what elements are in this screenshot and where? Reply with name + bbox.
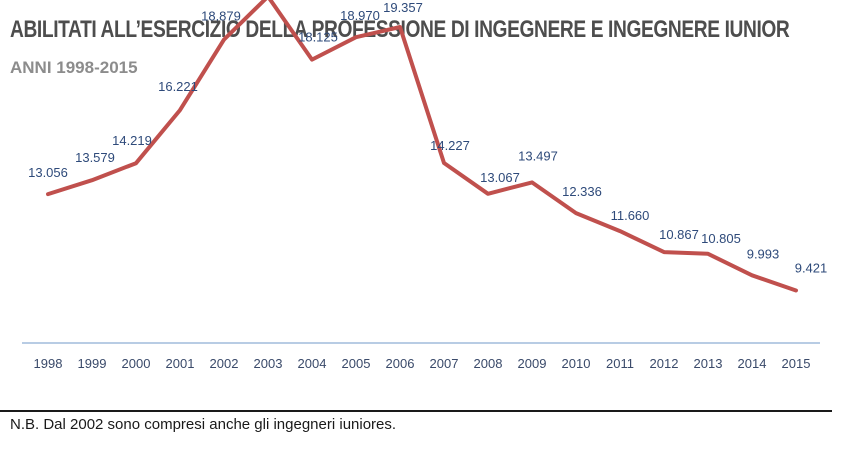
x-tick-label: 2014 — [738, 356, 767, 371]
chart-subtitle: ANNI 1998-2015 — [10, 58, 138, 77]
x-tick-label: 2008 — [474, 356, 503, 371]
x-tick-label: 2007 — [430, 356, 459, 371]
data-label: 16.221 — [158, 79, 198, 94]
data-label: 18.970 — [340, 8, 380, 23]
data-labels: 13.05613.57914.21916.22118.87920.50718.1… — [28, 0, 827, 275]
footnote: N.B. Dal 2002 sono compresi anche gli in… — [10, 416, 397, 433]
data-label: 13.056 — [28, 165, 68, 180]
x-tick-label: 2013 — [694, 356, 723, 371]
footer-divider — [0, 410, 832, 412]
data-label: 14.219 — [112, 133, 152, 148]
data-label: 11.660 — [611, 208, 650, 223]
x-tick-label: 1998 — [34, 356, 63, 371]
x-tick-label: 2004 — [298, 356, 327, 371]
line-chart: 1998 1999 2000 2001 2002 2003 2004 2005 2006 2007… — [22, 0, 827, 371]
x-tick-label: 2010 — [562, 356, 591, 371]
data-label: 13.497 — [518, 148, 558, 163]
x-tick-label: 1999 — [78, 356, 107, 371]
data-label: 12.336 — [562, 184, 602, 199]
x-axis-ticks: 1998 1999 2000 2001 2002 2003 2004 2005 2006 2007… — [34, 356, 811, 371]
x-tick-label: 2003 — [254, 356, 283, 371]
data-label: 19.357 — [383, 0, 423, 15]
data-label: 10.805 — [701, 231, 741, 246]
x-tick-label: 2002 — [210, 356, 239, 371]
series-line — [46, 0, 798, 293]
x-tick-label: 2006 — [386, 356, 415, 371]
data-label: 14.227 — [430, 138, 470, 153]
x-tick-label: 2005 — [342, 356, 371, 371]
data-label: 13.067 — [480, 170, 520, 185]
x-tick-label: 2012 — [650, 356, 679, 371]
x-tick-label: 2001 — [166, 356, 195, 371]
x-tick-label: 2000 — [122, 356, 151, 371]
x-tick-label: 2011 — [606, 356, 634, 371]
data-label: 18.125 — [298, 30, 338, 45]
data-label: 10.867 — [659, 227, 699, 242]
data-label: 9.993 — [747, 246, 780, 261]
x-tick-label: 2009 — [518, 356, 547, 371]
x-tick-label: 2015 — [782, 356, 811, 371]
data-label: 18.879 — [201, 9, 241, 24]
data-label: 13.579 — [75, 150, 115, 165]
data-label: 9.421 — [795, 260, 828, 275]
